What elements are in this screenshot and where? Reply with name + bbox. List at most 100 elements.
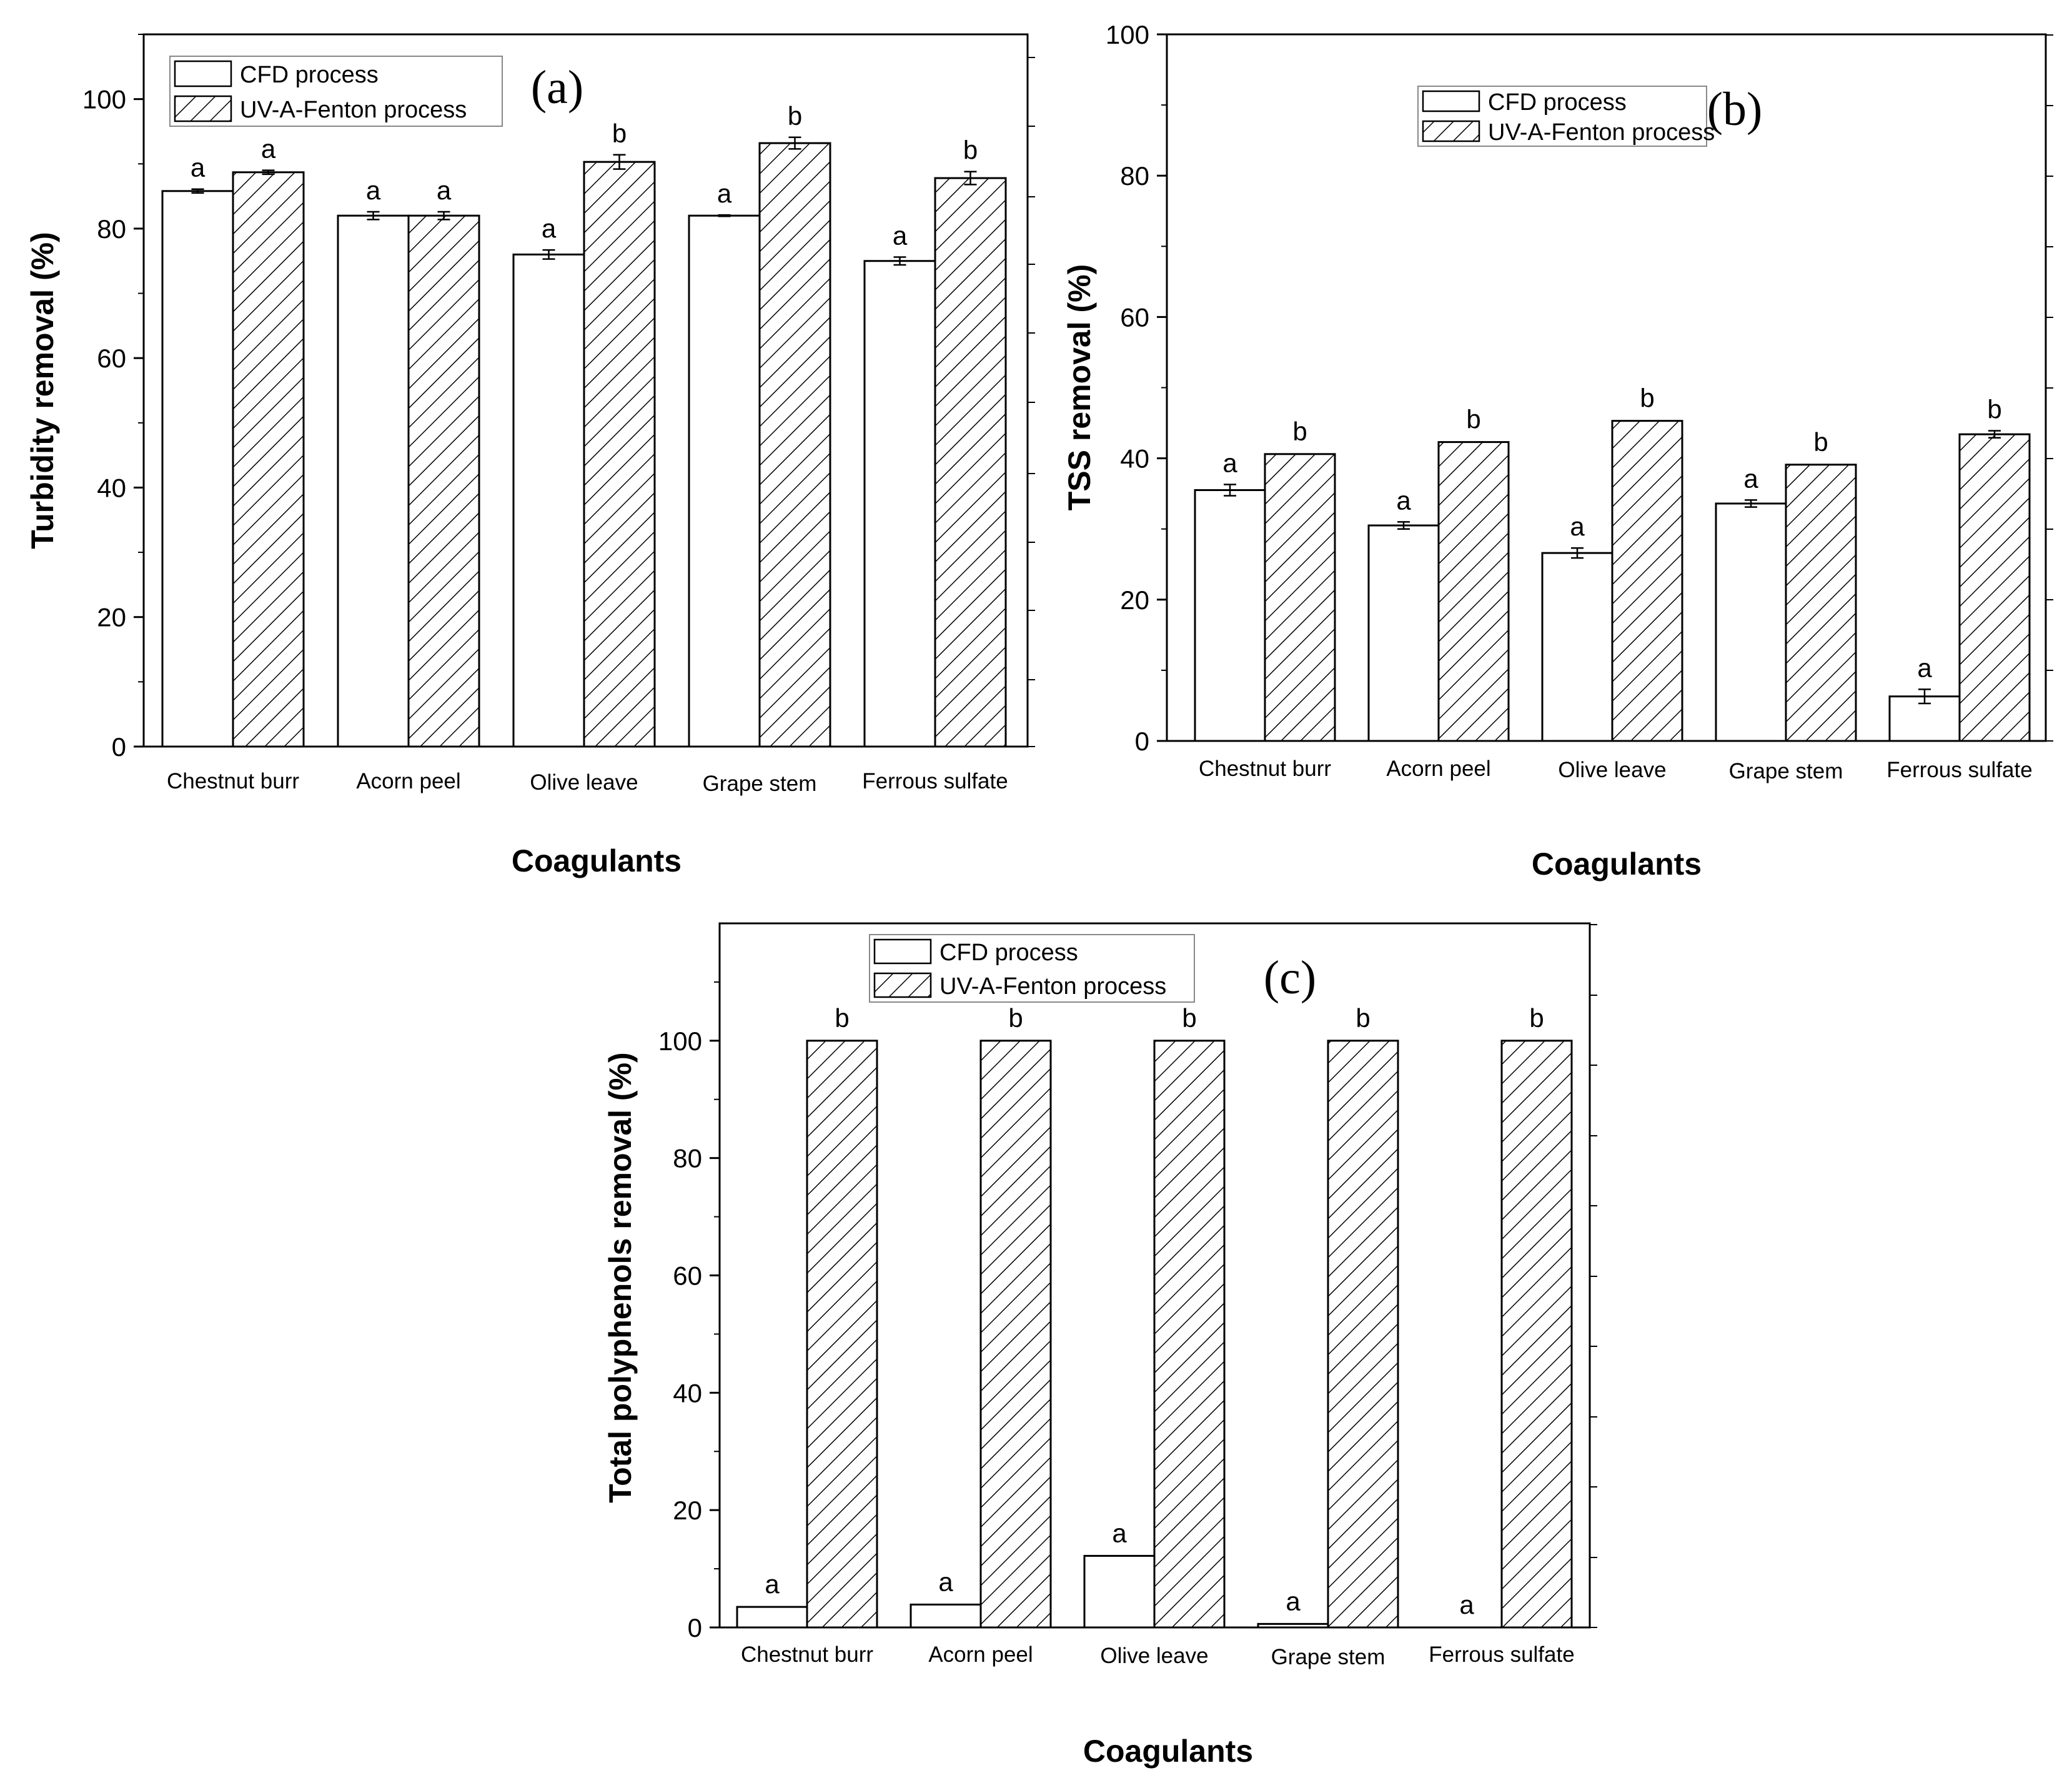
y-tick-label: 40 — [673, 1378, 702, 1408]
cfd-bar-a-5 — [863, 260, 936, 748]
significance-letter: b — [612, 119, 627, 148]
cfd-bar-c-4 — [1257, 1622, 1329, 1629]
polyphenols-chart: 0 20 40 60 80 100 a b Chestnut burr a b Acorn peel a… — [603, 922, 1597, 1769]
significance-letter: a — [261, 134, 276, 164]
x-axis-title: Coagulants — [512, 843, 682, 878]
cfd-bar-c-1 — [736, 1606, 808, 1629]
panel-label: (a) — [531, 61, 583, 114]
turbidity-chart: 0 20 40 60 80 100 a a Chestnut burr a a Acorn peel a… — [25, 33, 1035, 878]
cfd-bar-a-3 — [512, 253, 585, 748]
significance-letter: a — [1917, 653, 1932, 682]
legend-swatch-cfd — [174, 60, 232, 87]
significance-letter: a — [1112, 1518, 1127, 1547]
legend-label-fenton: UV-A-Fenton process — [939, 973, 1166, 1000]
x-tick-label: Acorn peel — [928, 1642, 1033, 1667]
legend-swatch-cfd — [1422, 90, 1480, 112]
panel-label: (c) — [1264, 951, 1316, 1004]
fenton-bar-b-4 — [1785, 464, 1857, 742]
legend-swatch-fenton — [174, 95, 232, 122]
y-tick-label: 20 — [673, 1496, 702, 1525]
cfd-bar-b-2 — [1367, 524, 1440, 742]
significance-letter: a — [1286, 1586, 1301, 1616]
fenton-bar-b-5 — [1958, 433, 2031, 742]
cfd-bar-b-1 — [1194, 489, 1266, 742]
y-tick-label: 0 — [1135, 727, 1149, 756]
panel-label: (b) — [1707, 83, 1763, 136]
significance-letter: a — [765, 1569, 780, 1599]
fenton-bar-c-2 — [979, 1040, 1052, 1629]
legend-label-cfd: CFD process — [240, 62, 379, 88]
legend-swatch-fenton — [1422, 120, 1480, 142]
legend-swatch-fenton — [873, 972, 932, 998]
significance-letter: a — [1396, 485, 1411, 515]
x-tick-label: Olive leave — [1558, 758, 1666, 782]
x-tick-label: Olive leave — [1100, 1644, 1208, 1668]
significance-letter: a — [191, 153, 206, 182]
fenton-bar-a-1 — [232, 171, 305, 748]
fenton-bar-a-5 — [934, 177, 1007, 748]
x-tick-label: Grape stem — [1729, 759, 1843, 783]
y-tick-label: 0 — [112, 732, 126, 762]
y-tick-label: 20 — [1120, 585, 1149, 615]
y-tick-label: 0 — [688, 1613, 702, 1642]
fenton-bar-b-3 — [1611, 420, 1683, 742]
x-tick-label: Grape stem — [703, 772, 817, 796]
significance-letter: b — [1529, 1003, 1544, 1033]
x-tick-label: Acorn peel — [1386, 757, 1490, 781]
x-tick-label: Chestnut burr — [741, 1642, 873, 1667]
significance-letter: a — [938, 1567, 953, 1596]
y-tick-label: 100 — [82, 85, 126, 114]
cfd-bar-c-3 — [1083, 1554, 1156, 1629]
y-tick-label: 80 — [1120, 161, 1149, 191]
significance-letter: a — [542, 214, 557, 243]
y-tick-label: 60 — [673, 1261, 702, 1291]
fenton-bar-c-4 — [1327, 1040, 1399, 1629]
significance-letter: b — [788, 101, 802, 131]
cfd-bar-a-2 — [337, 214, 410, 748]
significance-letter: a — [893, 221, 908, 251]
legend-label-cfd: CFD process — [939, 940, 1078, 966]
fenton-bar-b-1 — [1264, 453, 1336, 742]
y-axis-title: Total polyphenols removal (%) — [603, 1052, 638, 1502]
legend-label-cfd: CFD process — [1488, 89, 1627, 116]
cfd-bar-b-4 — [1715, 502, 1787, 742]
fenton-bar-b-2 — [1437, 441, 1510, 742]
y-tick-label: 40 — [97, 473, 126, 502]
significance-letter: b — [1008, 1003, 1023, 1033]
y-tick-label: 100 — [658, 1026, 702, 1056]
fenton-bar-c-3 — [1153, 1040, 1226, 1629]
legend-label-fenton: UV-A-Fenton process — [1488, 119, 1715, 146]
significance-letter: a — [1222, 448, 1237, 477]
legend-swatch-cfd — [873, 938, 932, 965]
significance-letter: b — [835, 1003, 849, 1033]
significance-letter: b — [1356, 1003, 1370, 1033]
x-tick-label: Ferrous sulfate — [1886, 758, 2032, 782]
x-tick-label: Chestnut burr — [1199, 757, 1331, 781]
fenton-bar-c-1 — [806, 1040, 878, 1629]
y-axis-title: TSS removal (%) — [1062, 264, 1097, 511]
cfd-bar-b-3 — [1541, 552, 1613, 742]
x-tick-label: Olive leave — [530, 770, 638, 795]
y-tick-label: 80 — [97, 214, 126, 244]
fenton-bar-a-3 — [583, 161, 656, 748]
cfd-bar-a-4 — [688, 214, 761, 748]
y-tick-label: 40 — [1120, 444, 1149, 474]
fenton-bar-a-4 — [758, 142, 831, 748]
significance-letter: b — [1182, 1003, 1196, 1033]
significance-letter: a — [366, 176, 381, 205]
significance-letter: b — [1292, 417, 1307, 446]
x-tick-label: Chestnut burr — [167, 769, 299, 793]
fenton-bar-c-5 — [1500, 1040, 1573, 1629]
x-tick-label: Grape stem — [1271, 1645, 1385, 1669]
significance-letter: a — [1743, 464, 1758, 493]
y-tick-label: 100 — [1106, 20, 1149, 49]
fenton-bar-a-2 — [407, 214, 480, 748]
tss-chart: 0 20 40 60 80 100 a b Chestnut burr a b Acorn peel a… — [1062, 20, 2053, 882]
cfd-bar-c-2 — [910, 1603, 982, 1629]
significance-letter: a — [437, 176, 452, 205]
x-axis-title: Coagulants — [1532, 847, 1702, 882]
significance-letter: b — [1987, 394, 2001, 424]
y-tick-label: 60 — [1120, 302, 1149, 332]
significance-letter: b — [1640, 384, 1654, 413]
